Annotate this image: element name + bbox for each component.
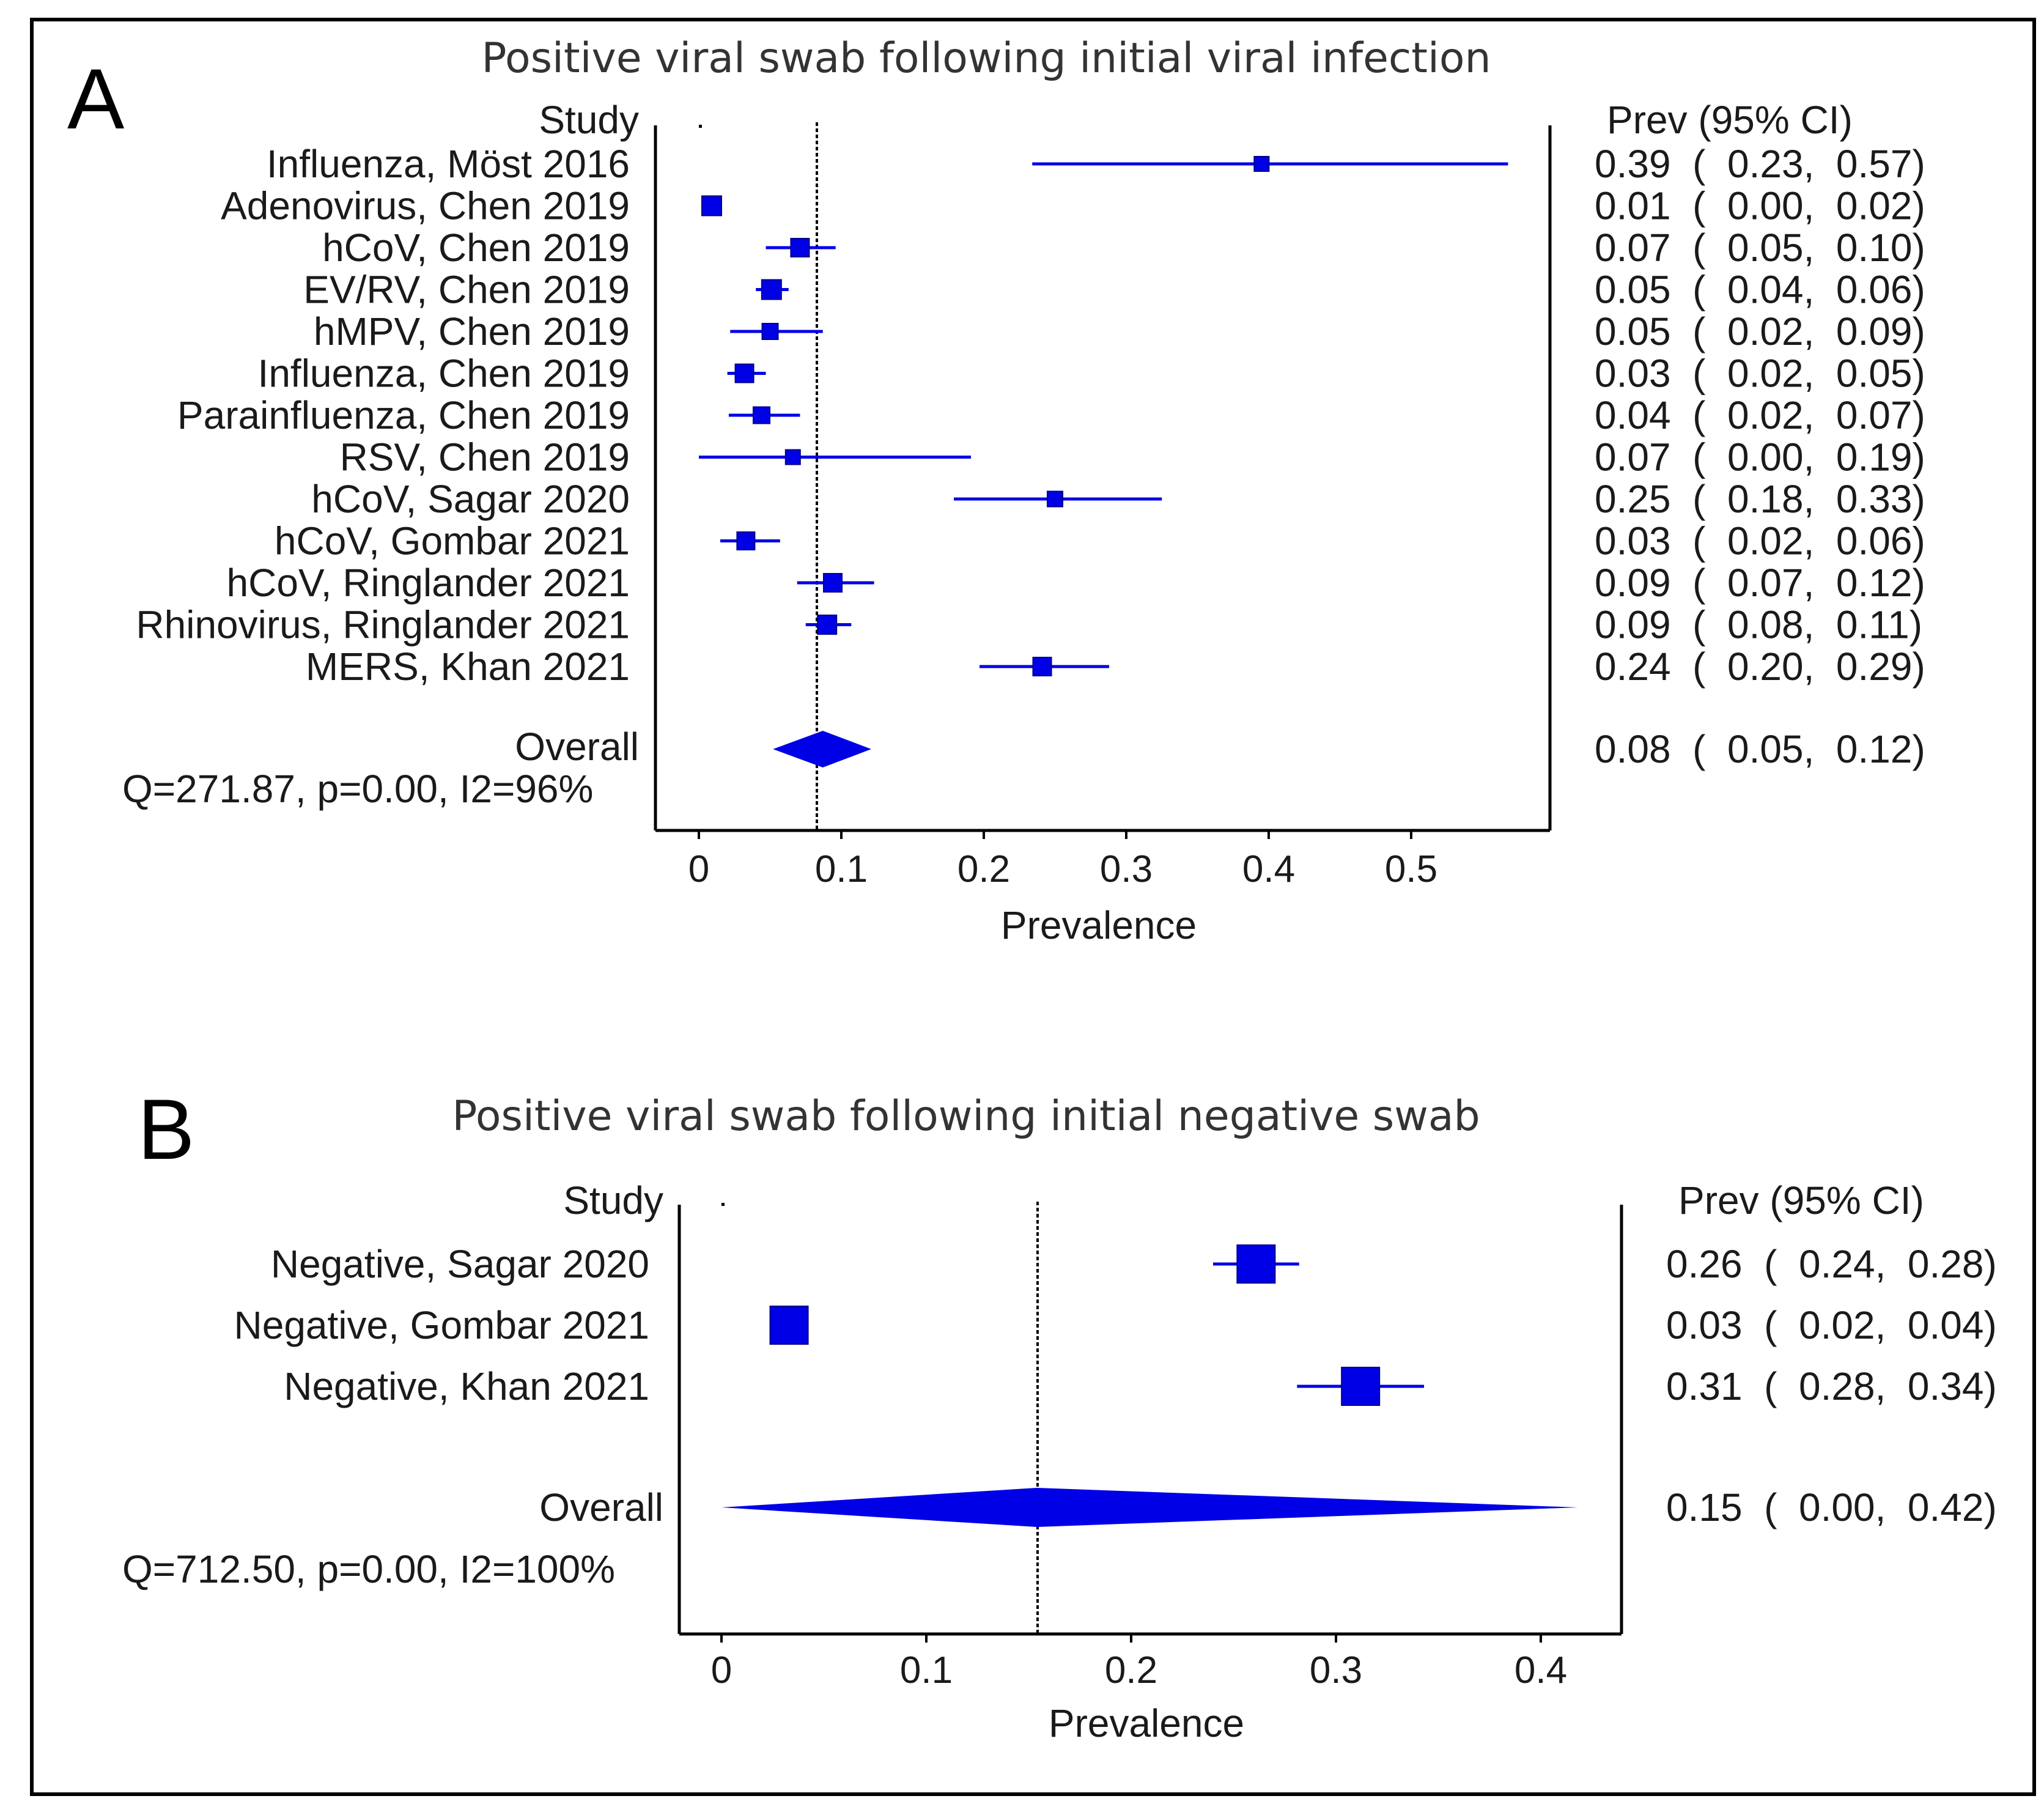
panel-a-title: Positive viral swab following initial vi… — [481, 34, 1491, 83]
study-point — [1047, 490, 1063, 508]
panel-a: A Positive viral swab following initial … — [67, 34, 1925, 947]
study-label: RSV, Chen 2019 — [340, 435, 630, 479]
study-point — [1236, 1244, 1276, 1284]
study-label: MERS, Khan 2021 — [306, 645, 630, 689]
panel-b-heterogeneity: Q=712.50, p=0.00, I2=100% — [122, 1547, 615, 1591]
x-tick-label: 0.1 — [900, 1649, 953, 1691]
panel-a-heterogeneity: Q=271.87, p=0.00, I2=96% — [122, 767, 593, 811]
study-point — [1341, 1367, 1381, 1406]
study-ci-value: 0.05 ( 0.02, 0.09) — [1595, 309, 1925, 353]
study-label: Negative, Khan 2021 — [284, 1364, 649, 1408]
overall-diamond — [721, 1488, 1578, 1527]
study-point — [734, 363, 755, 383]
study-label: hCoV, Chen 2019 — [322, 226, 630, 270]
panel-b-ticks: 0 0.1 0.2 0.3 0.4 — [711, 1634, 1567, 1691]
study-label: hMPV, Chen 2019 — [314, 309, 630, 353]
study-label: EV/RV, Chen 2019 — [303, 268, 630, 312]
panel-a-study-header: Study — [539, 98, 639, 142]
study-point — [761, 323, 779, 340]
panel-b-letter: B — [138, 1081, 194, 1177]
study-point — [817, 615, 838, 635]
study-label: Parainfluenza, Chen 2019 — [177, 393, 630, 437]
study-label: Influenza, Chen 2019 — [258, 352, 630, 396]
study-label: hCoV, Sagar 2020 — [311, 477, 630, 521]
study-ci-value: 0.24 ( 0.20, 0.29) — [1595, 645, 1925, 689]
panel-b-zero-marker — [721, 1203, 725, 1206]
panel-b-title: Positive viral swab following initial ne… — [452, 1092, 1480, 1140]
x-tick-label: 0.1 — [815, 848, 868, 890]
study-point — [753, 406, 771, 424]
study-point — [761, 279, 782, 300]
study-ci-value: 0.09 ( 0.08, 0.11) — [1595, 603, 1922, 647]
overall-diamond — [773, 731, 871, 767]
study-ci-value: 0.03 ( 0.02, 0.04) — [1666, 1303, 1997, 1347]
panel-b-xlabel: Prevalence — [1049, 1701, 1244, 1745]
panel-b: B Positive viral swab following initial … — [122, 1081, 1997, 1745]
x-tick-label: 0.3 — [1100, 848, 1153, 890]
panel-a-ci-values: 0.39 ( 0.23, 0.57)0.01 ( 0.00, 0.02)0.07… — [1595, 142, 1925, 771]
study-ci-value: 0.01 ( 0.00, 0.02) — [1595, 184, 1925, 228]
panel-b-prev-header: Prev (95% CI) — [1678, 1178, 1924, 1222]
panel-b-marks — [721, 1244, 1578, 1527]
study-point — [784, 449, 801, 465]
panel-b-study-header: Study — [563, 1178, 663, 1222]
study-ci-value: 0.31 ( 0.28, 0.34) — [1666, 1364, 1997, 1408]
x-tick-label: 0.2 — [1105, 1649, 1157, 1691]
x-tick-label: 0.4 — [1515, 1649, 1567, 1691]
study-label: Negative, Gombar 2021 — [234, 1303, 650, 1347]
panel-a-overall-label: Overall — [515, 725, 639, 769]
study-ci-value: 0.25 ( 0.18, 0.33) — [1595, 477, 1925, 521]
panel-b-ci-values: 0.26 ( 0.24, 0.28) 0.03 ( 0.02, 0.04) 0.31… — [1666, 1242, 1997, 1529]
study-label: hCoV, Gombar 2021 — [275, 519, 630, 563]
study-ci-value: 0.05 ( 0.04, 0.06) — [1595, 268, 1925, 312]
study-ci-value: 0.03 ( 0.02, 0.06) — [1595, 519, 1925, 563]
x-tick-label: 0.2 — [957, 848, 1010, 890]
x-tick-label: 0 — [711, 1649, 732, 1691]
overall-ci-value: 0.15 ( 0.00, 0.42) — [1666, 1485, 1997, 1529]
study-label: hCoV, Ringlander 2021 — [227, 561, 630, 605]
study-ci-value: 0.07 ( 0.05, 0.10) — [1595, 226, 1925, 270]
study-ci-value: 0.09 ( 0.07, 0.12) — [1595, 561, 1925, 605]
study-ci-value: 0.03 ( 0.02, 0.05) — [1595, 352, 1925, 396]
study-ci-value: 0.07 ( 0.00, 0.19) — [1595, 435, 1925, 479]
panel-a-letter: A — [67, 51, 125, 147]
x-tick-label: 0.4 — [1242, 848, 1295, 890]
study-point — [823, 573, 843, 593]
panel-a-prev-header: Prev (95% CI) — [1607, 98, 1853, 142]
panel-b-overall-label: Overall — [539, 1485, 663, 1529]
study-ci-value: 0.04 ( 0.02, 0.07) — [1595, 393, 1925, 437]
study-point — [701, 195, 722, 216]
panel-a-zero-marker — [699, 125, 702, 128]
study-point — [769, 1306, 809, 1345]
panel-b-plot: 0 0.1 0.2 0.3 0.4 — [677, 1202, 1623, 1691]
panel-b-labels: Negative, Sagar 2020 Negative, Gombar 202… — [234, 1242, 650, 1408]
study-ci-value: 0.39 ( 0.23, 0.57) — [1595, 142, 1925, 186]
study-point — [1032, 657, 1052, 676]
study-label: Rhinovirus, Ringlander 2021 — [136, 603, 630, 647]
study-label: Negative, Sagar 2020 — [271, 1242, 649, 1286]
study-label: Adenovirus, Chen 2019 — [221, 184, 630, 228]
x-tick-label: 0.5 — [1385, 848, 1437, 890]
study-label: Influenza, Möst 2016 — [267, 142, 630, 186]
overall-ci-value: 0.08 ( 0.05, 0.12) — [1595, 727, 1925, 771]
panel-a-plot: 0 0.1 0.2 0.3 0.4 0.5 — [654, 122, 1552, 890]
study-point — [790, 238, 810, 257]
study-ci-value: 0.26 ( 0.24, 0.28) — [1666, 1242, 1997, 1286]
x-tick-label: 0 — [688, 848, 709, 890]
panel-a-ticks: 0 0.1 0.2 0.3 0.4 0.5 — [688, 830, 1437, 890]
x-tick-label: 0.3 — [1310, 1649, 1362, 1691]
study-point — [736, 531, 756, 550]
study-point — [1253, 156, 1270, 172]
panel-a-xlabel: Prevalence — [1001, 903, 1197, 947]
panel-a-marks — [699, 156, 1508, 767]
